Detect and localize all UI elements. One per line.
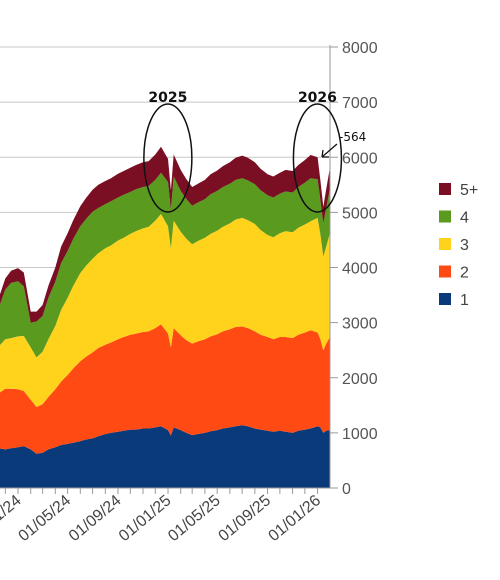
annotation-arrow-shaft xyxy=(321,143,338,158)
y-tick-label-5000: 5000 xyxy=(342,205,378,222)
area-series-4 xyxy=(0,172,331,358)
x-tick-label-01-09-25: 01/09/25 xyxy=(216,492,275,545)
y-tick-label-2000: 2000 xyxy=(342,371,378,388)
annotation-label-2025: 2025 xyxy=(148,90,187,106)
annotation-arrow-head xyxy=(321,149,329,158)
legend-swatch-2 xyxy=(439,265,451,278)
y-tick-label-4000: 4000 xyxy=(342,261,378,278)
annotation-label-diff: -564 xyxy=(339,130,366,144)
x-tick-label-01-05-24: 01/05/24 xyxy=(16,492,75,545)
y-tick-label-3000: 3000 xyxy=(342,316,378,333)
legend-swatch-5+ xyxy=(439,183,451,195)
legend-label-1: 1 xyxy=(460,292,469,309)
legend-label-3: 3 xyxy=(460,237,469,254)
legend-swatch-4 xyxy=(439,210,451,223)
area-series-3 xyxy=(0,214,331,407)
annotation-ellipse-2025 xyxy=(143,103,193,213)
area-series-2 xyxy=(0,324,331,454)
x-tick-label-01-01-26: 01/01/26 xyxy=(265,492,324,545)
legend-swatch-1 xyxy=(439,293,451,305)
y-tick-label-7000: 7000 xyxy=(342,95,378,112)
y-tick-label-0: 0 xyxy=(342,481,351,498)
y-tick-label-1000: 1000 xyxy=(342,426,378,443)
legend-label-2: 2 xyxy=(460,265,469,282)
legend-swatch-3 xyxy=(439,238,451,250)
area-series-1 xyxy=(0,425,331,488)
x-tick-label-01-05-25: 01/05/25 xyxy=(165,492,224,545)
stacked-areas xyxy=(0,146,331,488)
legend-label-4: 4 xyxy=(460,210,469,227)
x-tick-label-01-09-24: 01/09/24 xyxy=(66,492,125,545)
legend: 5+ 4 3 2 1 xyxy=(439,182,478,309)
y-tick-label-6000: 6000 xyxy=(342,150,378,167)
y-tick-label-8000: 8000 xyxy=(342,40,378,57)
annotation-ellipse-2026 xyxy=(292,103,343,213)
legend-label-5+: 5+ xyxy=(460,182,478,199)
annotation-label-2026: 2026 xyxy=(298,90,337,106)
x-tick-label-01-01-25: 01/01/25 xyxy=(116,492,175,545)
annotations: 2025 2026 -564 xyxy=(143,90,366,213)
